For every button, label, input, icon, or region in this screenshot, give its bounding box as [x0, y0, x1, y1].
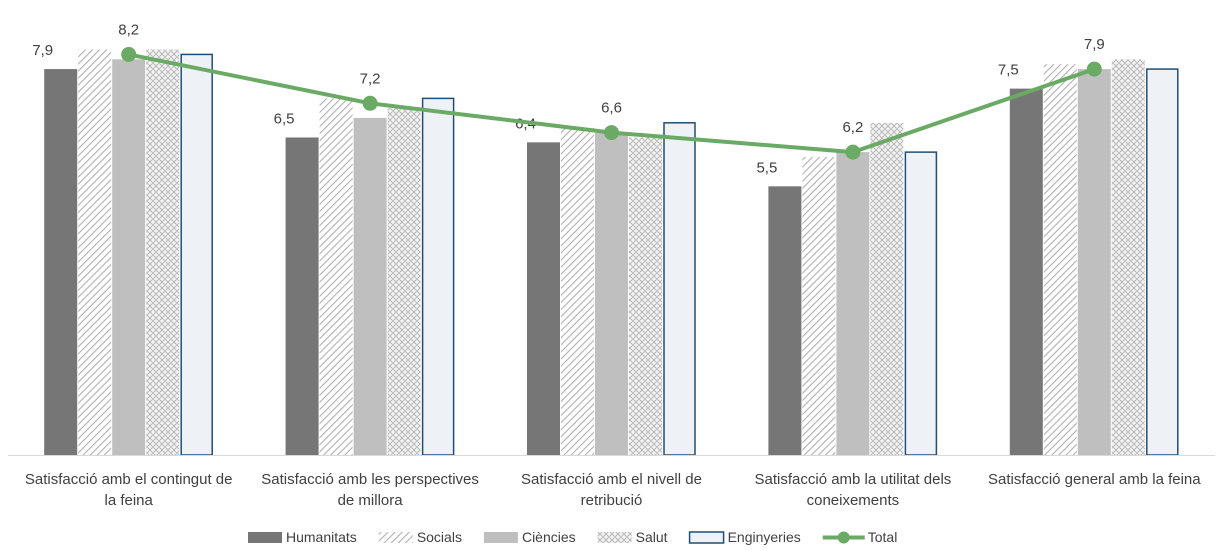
bar-humanitats-5 — [1009, 88, 1043, 455]
legend-item-socials: Socials — [378, 529, 462, 545]
data-label-humanitats-2: 6,5 — [274, 110, 295, 127]
bar-salut-4 — [870, 122, 904, 455]
legend-swatch-ci-ncies — [483, 532, 518, 543]
marker-total-1 — [121, 46, 137, 62]
marker-total-4 — [845, 144, 861, 160]
bar-humanitats-3 — [527, 142, 560, 455]
legend: Humanitats Socials Ciències Salut Enginyerie… — [248, 529, 897, 545]
data-label-total-2: 7,2 — [360, 70, 381, 87]
bar-enginyeries-5 — [1146, 68, 1179, 456]
bar-ci-ncies-5 — [1077, 69, 1111, 456]
bar-ci-ncies-2 — [353, 117, 387, 456]
bar-salut-3 — [629, 137, 662, 456]
legend-swatch-humanitats — [248, 532, 282, 543]
marker-total-3 — [604, 125, 619, 141]
legend-item-salut: Salut — [597, 529, 668, 545]
legend-label-socials: Socials — [417, 529, 462, 545]
legend-swatch-socials — [378, 532, 413, 543]
legend-label-humanitats: Humanitats — [286, 529, 357, 545]
bar-enginyeries-2 — [421, 97, 455, 456]
category-label-1-line-2: la feina — [105, 492, 154, 509]
bar-humanitats-2 — [285, 137, 319, 456]
bar-socials-2 — [319, 98, 353, 455]
data-label-humanitats-5: 7,5 — [998, 62, 1019, 79]
plot-area: 7,96,5 6,45,57,58,27,26,66,27,9Satisfacci… — [8, 21, 1215, 509]
legend-label-total: Total — [868, 529, 898, 545]
bar-salut-5 — [1111, 59, 1145, 456]
bar-salut-2 — [387, 108, 421, 455]
data-label-total-4: 6,2 — [842, 119, 863, 136]
bar-ci-ncies-4 — [836, 152, 870, 455]
legend-item-humanitats: Humanitats — [248, 529, 357, 545]
data-label-humanitats-4: 5,5 — [756, 159, 777, 176]
category-label-2-line-2: de millora — [338, 492, 404, 509]
bar-socials-5 — [1043, 64, 1077, 455]
legend-swatch-salut — [597, 532, 632, 543]
bar-enginyeries-3 — [663, 122, 696, 456]
legend-label-ci-ncies: Ciències — [522, 529, 576, 545]
legend-swatch-enginyeries — [688, 531, 725, 544]
data-label-total-1: 8,2 — [118, 21, 139, 38]
bar-ci-ncies-3 — [595, 132, 628, 455]
bar-ci-ncies-1 — [112, 59, 146, 456]
bar-humanitats-1 — [44, 69, 78, 456]
bar-socials-1 — [78, 49, 112, 456]
data-label-total-5: 7,9 — [1084, 36, 1105, 53]
bar-salut-1 — [146, 49, 180, 456]
legend-label-salut: Salut — [636, 529, 668, 545]
category-label-1-line-1: Satisfacció amb el contingut de — [25, 471, 233, 488]
bar-socials-3 — [561, 127, 594, 456]
bar-enginyeries-1 — [180, 53, 213, 456]
bar-socials-4 — [802, 157, 836, 456]
bar-humanitats-4 — [768, 186, 802, 455]
data-label-total-3: 6,6 — [601, 100, 622, 117]
legend-item-total: Total — [822, 529, 898, 545]
category-label-3-line-1: Satisfacció amb el nivell de — [521, 471, 702, 488]
category-label-4-line-2: coneixements — [807, 492, 900, 509]
marker-total-5 — [1086, 61, 1102, 77]
legend-item-ci-ncies: Ciències — [483, 529, 576, 545]
category-label-2-line-1: Satisfacció amb les perspectives — [261, 471, 479, 488]
legend-swatch-marker-total — [837, 531, 850, 544]
category-label-5-line-1: Satisfacció general amb la feina — [988, 471, 1201, 488]
legend-label-enginyeries: Enginyeries — [728, 529, 801, 545]
marker-total-2 — [362, 95, 378, 111]
data-label-humanitats-1: 7,9 — [32, 42, 53, 59]
legend-item-enginyeries: Enginyeries — [688, 529, 801, 545]
bar-enginyeries-4 — [904, 151, 938, 456]
category-label-3-line-2: retribució — [581, 492, 643, 509]
category-label-4-line-1: Satisfacció amb la utilitat dels — [755, 471, 952, 488]
